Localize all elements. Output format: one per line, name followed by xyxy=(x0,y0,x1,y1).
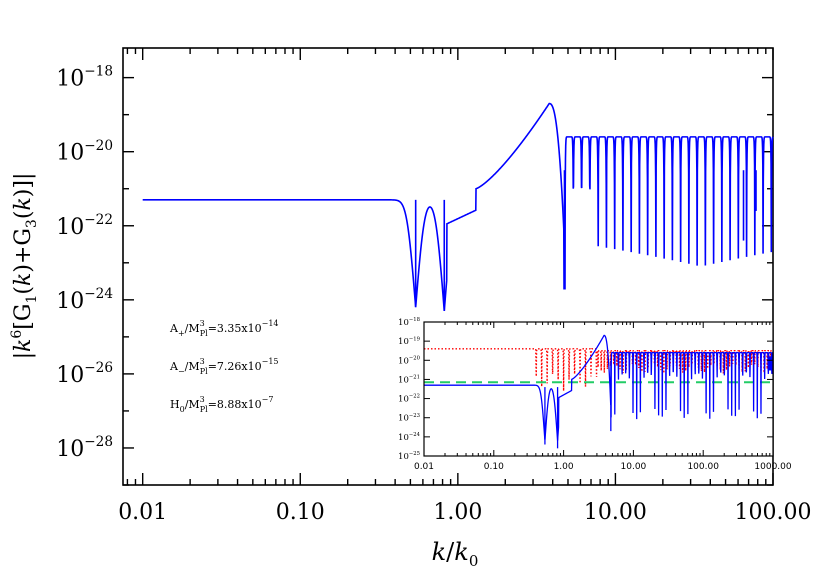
inset-y-tick-label: 10−21 xyxy=(398,375,420,386)
inset-y-tick-label: 10−25 xyxy=(398,451,420,462)
main-y-tick-labels: 10−18 10−20 10−22 10−24 10−26 10−28 xyxy=(56,64,113,462)
main-x-tick-label: 1.00 xyxy=(433,500,482,525)
inset-background xyxy=(424,322,773,456)
inset-x-tick-labels: 0.01 0.10 1.00 10.00 100.00 1000.00 xyxy=(414,462,792,472)
parameter-annotation: A−/M3 Pl=7.26x10−15 xyxy=(169,357,279,376)
inset-y-tick-label: 10−20 xyxy=(398,355,420,366)
inset-y-tick-labels: 10−18 10−19 10−20 10−21 10−22 10−23 10−24 10−25 xyxy=(398,317,421,462)
inset-y-tick-label: 10−24 xyxy=(398,432,421,443)
main-x-tick-label: 10.00 xyxy=(584,500,647,525)
parameter-annotation: H0/M3 Pl=8.88x10−7 xyxy=(170,395,273,414)
main-blue-series xyxy=(142,102,774,311)
inset-blue-series xyxy=(424,334,774,441)
inset-x-tick-label: 1000.00 xyxy=(754,462,791,472)
inset-x-tick-label: 0.01 xyxy=(414,462,434,472)
inset-y-tick-label: 10−22 xyxy=(398,394,420,405)
inset-plot-frame xyxy=(423,321,774,457)
parameter-annotation: A+/M3 Pl=3.35x10−14 xyxy=(169,319,279,338)
main-y-tick-label: 10−24 xyxy=(56,286,113,314)
main-y-tick-label: 10−22 xyxy=(56,212,113,240)
inset-series xyxy=(424,334,774,449)
main-y-tick-label: 10−28 xyxy=(56,434,113,462)
parameter-annotations: A+/M3 Pl=3.35x10−14 A−/M3 Pl=7.26x10−15 H0/M… xyxy=(169,319,279,414)
main-x-tick-label: 0.10 xyxy=(276,500,325,525)
main-y-tick-label: 10−26 xyxy=(56,360,113,388)
inset-blue-edge xyxy=(767,356,773,371)
inset-x-tick-label: 10.00 xyxy=(621,462,647,472)
inset-x-tick-label: 1.00 xyxy=(554,462,574,472)
inset-x-tick-label: 100.00 xyxy=(687,462,719,472)
main-x-tick-label: 100.00 xyxy=(735,500,812,525)
main-y-tick-label: 10−20 xyxy=(56,138,113,166)
inset-red-series xyxy=(424,348,774,391)
main-y-tick-label: 10−18 xyxy=(56,64,113,92)
main-series xyxy=(142,102,774,311)
main-x-tick-labels: 0.01 0.10 1.00 10.00 100.00 xyxy=(118,500,811,525)
inset-x-tick-label: 0.10 xyxy=(484,462,504,472)
inset-y-tick-label: 10−23 xyxy=(398,413,420,424)
main-plot-frame xyxy=(122,47,774,486)
main-x-tick-label: 0.01 xyxy=(118,500,167,525)
x-axis-label: k/k0 xyxy=(432,538,479,570)
inset-axis-ticks xyxy=(423,321,774,457)
inset-y-tick-label: 10−19 xyxy=(398,336,420,347)
y-axis-label: |k6[G1(k)+G3(k)]| xyxy=(9,173,40,360)
inset-y-tick-label: 10−18 xyxy=(398,317,420,328)
